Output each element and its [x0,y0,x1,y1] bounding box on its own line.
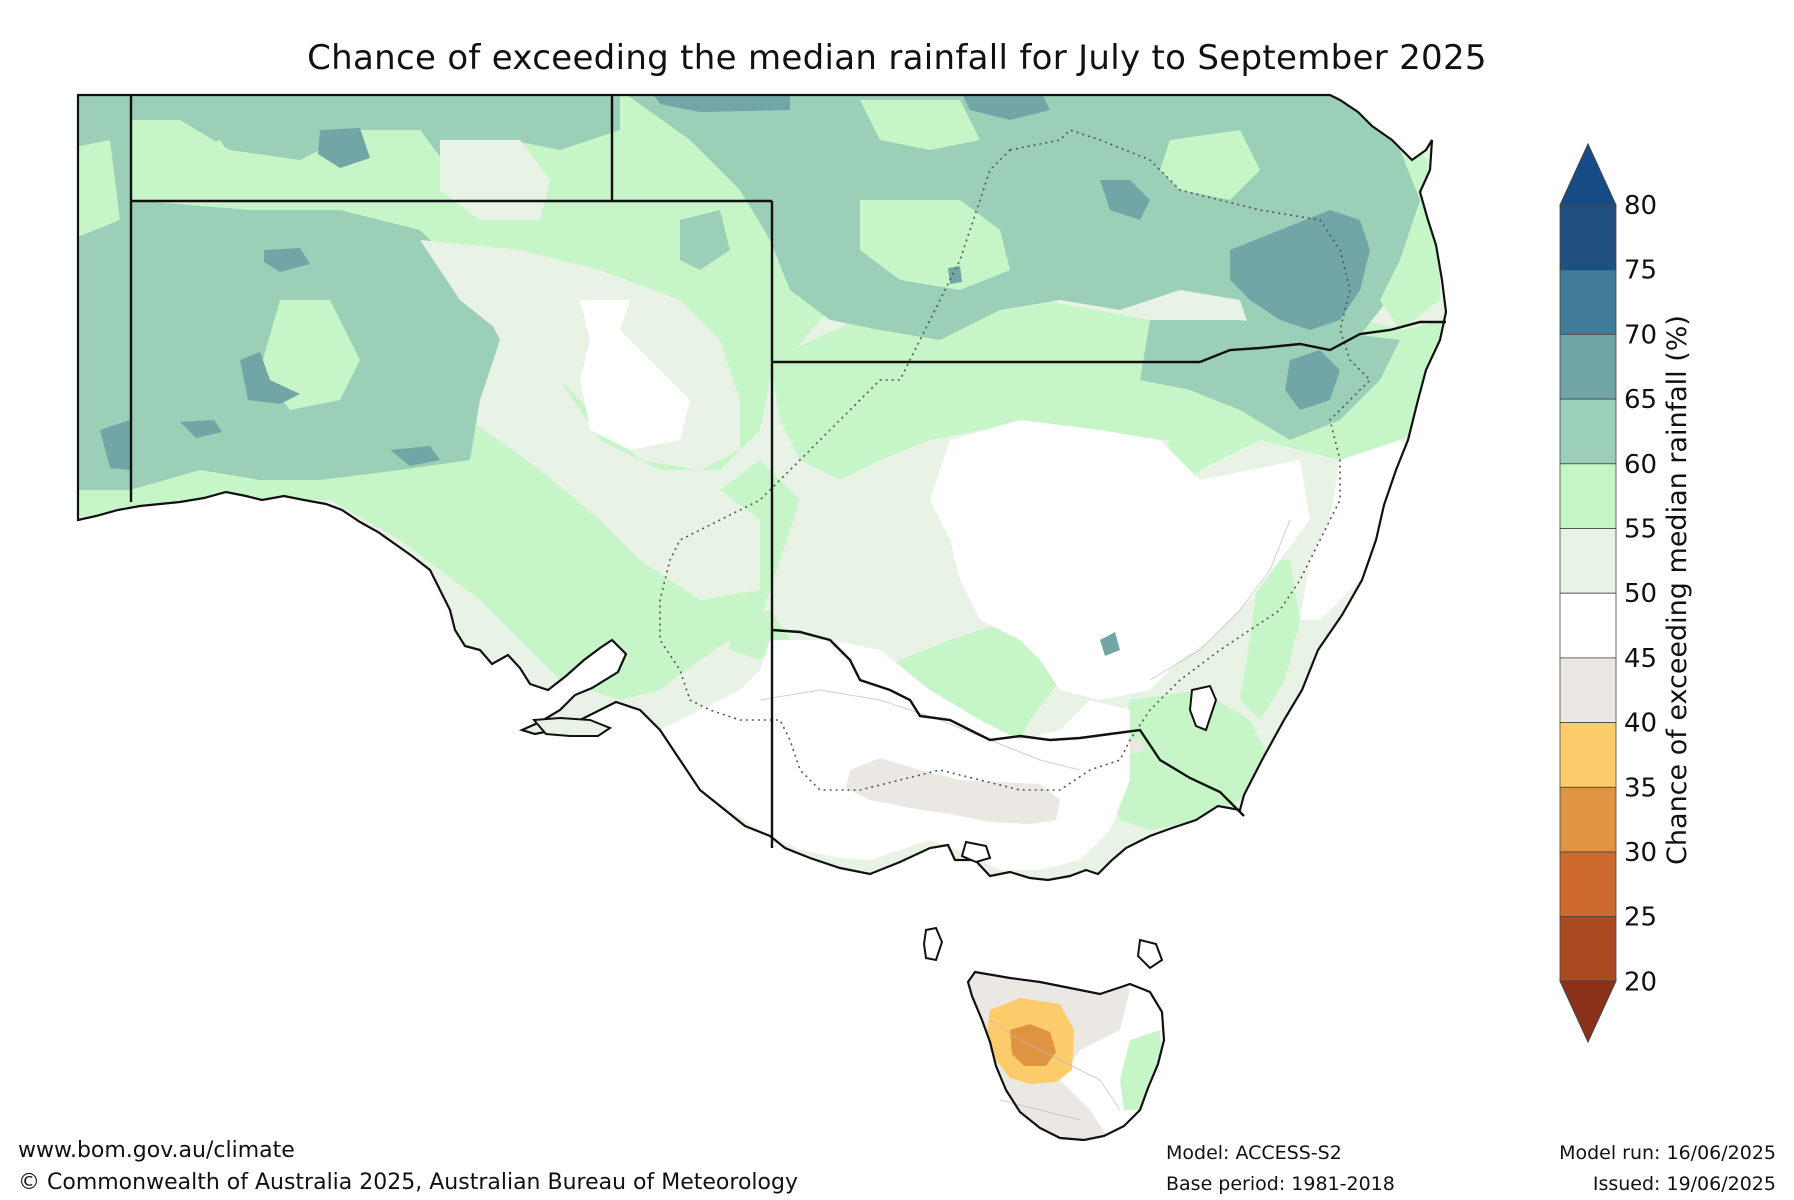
colorbar-band-30-35 [1559,786,1617,853]
tasmania-rainfall-field [968,972,1164,1140]
colorbar-band-60-65 [1559,398,1617,465]
colorbar-band-45-50 [1559,592,1617,659]
colorbar-tick-50: 50 [1624,579,1657,609]
colorbar-band-65-70 [1559,333,1617,400]
colorbar-band-40-45 [1559,657,1617,724]
colorbar-band-75-80 [1559,204,1617,271]
colorbar-tick-25: 25 [1624,903,1657,933]
colorbar-tick-55: 55 [1624,515,1657,545]
colorbar-band-35-40 [1559,722,1617,788]
colorbar-band-55-60 [1559,463,1617,529]
mainland-rainfall-field [78,95,1446,880]
colorbar-bands [1559,204,1617,982]
footer-website: www.bom.gov.au/climate [18,1138,295,1163]
footer-issued: Issued: 19/06/2025 [1592,1173,1776,1195]
colorbar-tick-75: 75 [1624,256,1657,286]
colorbar-tick-60: 60 [1624,450,1657,480]
colorbar-band-50-55 [1559,528,1617,594]
colorbar-band-20-25 [1559,916,1617,982]
coastline [76,93,1448,1142]
colorbar-tick-35: 35 [1624,773,1657,803]
colorbar-tick-20: 20 [1624,967,1657,997]
colorbar-bottom-arrow [1559,980,1617,1044]
colorbar-tick-65: 65 [1624,385,1657,415]
footer-model: Model: ACCESS-S2 [1166,1142,1342,1164]
footer-base-period: Base period: 1981-2018 [1166,1173,1395,1195]
colorbar-ticks: 80 75 70 65 60 55 50 45 40 35 30 25 20 [1624,191,1657,997]
footer-model-run: Model run: 16/06/2025 [1559,1142,1776,1164]
colorbar-tick-80: 80 [1624,191,1657,221]
colorbar-band-70-75 [1559,269,1617,335]
colorbar-tick-45: 45 [1624,644,1657,674]
map-title: Chance of exceeding the median rainfall … [307,38,1487,78]
state-borders [129,95,1446,848]
basin-boundary-dotted [659,129,1372,791]
colorbar-tick-40: 40 [1624,709,1657,739]
colorbar-tick-70: 70 [1624,320,1657,350]
colorbar: 80 75 70 65 60 55 50 45 40 35 30 25 20 Chance of exc… [1559,142,1693,1044]
footer-copyright: © Commonwealth of Australia 2025, Austra… [18,1170,798,1195]
colorbar-tick-30: 30 [1624,838,1657,868]
colorbar-top-arrow [1559,142,1617,206]
colorbar-band-25-30 [1559,851,1617,918]
colorbar-label: Chance of exceeding median rainfall (%) [1662,315,1693,865]
